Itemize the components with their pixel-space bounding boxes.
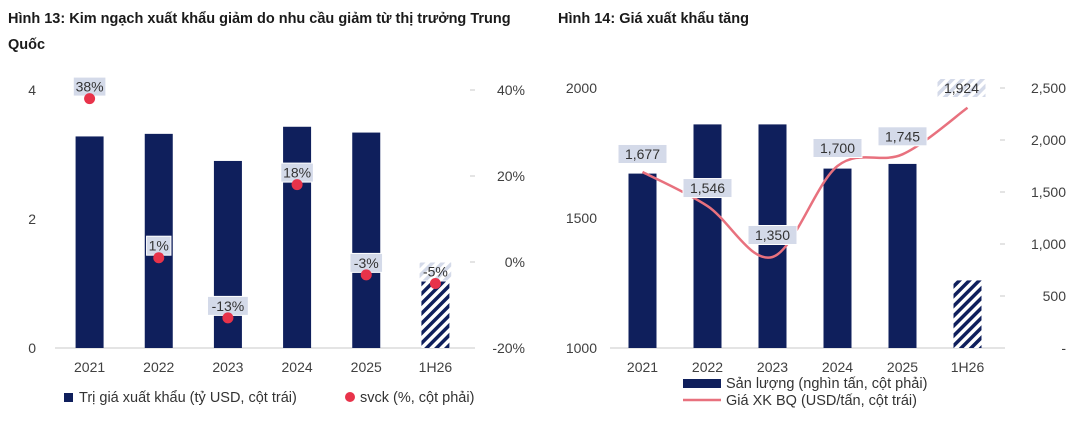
price-label-2025-box xyxy=(877,126,928,147)
x-tick-2025: 2025 xyxy=(887,359,918,375)
y-right-tick: 1,500 xyxy=(1031,184,1066,200)
x-tick-2022: 2022 xyxy=(692,359,723,375)
figure-14-title: Hình 14: Giá xuất khẩu tăng xyxy=(558,11,749,27)
price-label-1H26: 1,924 xyxy=(944,80,979,96)
figure-13-title: Hình 13: Kim ngạch xuất khẩu giảm do nhu… xyxy=(8,11,511,53)
y-left-tick: 2 xyxy=(28,211,36,227)
svck-label-2021: 38% xyxy=(76,79,104,95)
x-tick-2021: 2021 xyxy=(74,359,105,375)
price-label-2022: 1,546 xyxy=(690,180,725,196)
y-right-tick: 2,000 xyxy=(1031,132,1066,148)
bar-2022 xyxy=(693,124,722,349)
svck-dot-2023 xyxy=(222,312,234,324)
legend-bar-label: Trị giá xuất khẩu (tỷ USD, cột trái) xyxy=(79,390,297,406)
x-tick-2021: 2021 xyxy=(627,359,658,375)
price-line xyxy=(641,106,969,259)
x-tick-2024: 2024 xyxy=(822,359,853,375)
y-left-tick: 4 xyxy=(28,82,36,98)
bar-1H26 xyxy=(953,280,982,348)
y-left-tick: 1500 xyxy=(566,210,597,226)
bar-2024 xyxy=(823,168,852,348)
price-label-2023: 1,350 xyxy=(755,227,790,243)
legend-bar-label: Sản lượng (nghìn tấn, cột phải) xyxy=(726,376,927,392)
svck-label-2025: -3% xyxy=(354,255,379,271)
price-label-2022-box xyxy=(682,178,733,199)
price-label-2023-box xyxy=(747,225,798,245)
legend-dot-label: svck (%, cột phải) xyxy=(360,390,474,406)
x-tick-2023: 2023 xyxy=(212,359,243,375)
legend-line-label: Giá XK BQ (USD/tấn, cột trái) xyxy=(726,393,917,409)
x-tick-1H26: 1H26 xyxy=(951,359,985,375)
price-label-2025: 1,745 xyxy=(885,128,920,144)
y-right-tick: 40% xyxy=(497,82,525,98)
y-right-tick: 2,500 xyxy=(1031,80,1066,96)
bar-2025 xyxy=(352,132,381,348)
bar-2021 xyxy=(628,173,657,348)
y-right-tick: 1,000 xyxy=(1031,236,1066,252)
price-label-2021-box xyxy=(617,143,668,164)
y-right-tick: - xyxy=(1061,340,1066,356)
x-tick-2025: 2025 xyxy=(351,359,382,375)
y-right-tick: 20% xyxy=(497,168,525,184)
svck-dot-1H26 xyxy=(429,278,441,289)
x-tick-1H26: 1H26 xyxy=(419,359,453,375)
price-label-1H26-box xyxy=(936,78,987,98)
bar-2025 xyxy=(888,163,917,348)
svck-label-1H26: -5% xyxy=(423,264,448,280)
svck-dot-2022 xyxy=(153,252,165,264)
y-left-tick: 0 xyxy=(28,340,36,356)
y-right-tick: -20% xyxy=(492,340,525,356)
svck-label-2023: -13% xyxy=(212,298,245,314)
legend-bar-swatch xyxy=(683,379,721,388)
x-tick-2022: 2022 xyxy=(143,359,174,375)
y-left-tick: 1000 xyxy=(566,340,597,356)
y-right-tick: 0% xyxy=(505,254,525,270)
x-tick-2023: 2023 xyxy=(757,359,788,375)
legend-bar-swatch xyxy=(64,393,73,402)
y-right-tick: 500 xyxy=(1043,288,1067,304)
x-tick-2024: 2024 xyxy=(282,359,313,375)
svck-dot-2025 xyxy=(360,269,372,281)
svck-label-2022: 1% xyxy=(149,238,169,254)
price-label-2021: 1,677 xyxy=(625,146,660,162)
svck-dot-2021 xyxy=(84,93,96,105)
svck-dot-2024 xyxy=(291,179,303,191)
svck-label-2024: 18% xyxy=(283,165,311,181)
price-label-2024: 1,700 xyxy=(820,140,855,156)
price-label-2024-box xyxy=(812,138,863,158)
bar-2021 xyxy=(75,136,104,348)
y-left-tick: 2000 xyxy=(566,80,597,96)
legend-dot-swatch xyxy=(345,392,355,402)
